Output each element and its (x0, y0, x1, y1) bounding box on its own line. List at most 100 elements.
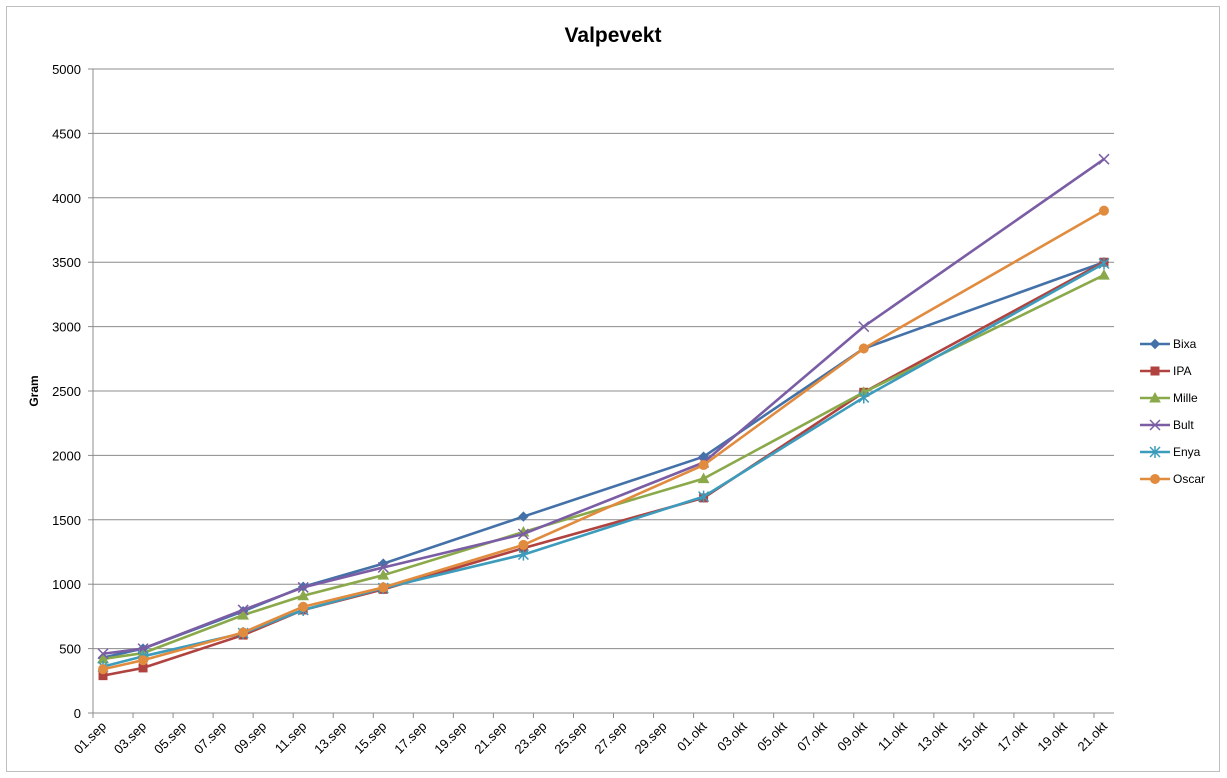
legend-label: Oscar (1173, 472, 1205, 486)
x-tick-label-09.sep: 09.sep (231, 719, 269, 757)
data-point-oscar (698, 460, 709, 471)
data-point-mille (297, 589, 310, 601)
legend: Bixa IPA Mille Bult Enya Oscar (1140, 337, 1205, 486)
legend-label: Bult (1173, 418, 1194, 432)
data-point-oscar (298, 601, 309, 612)
y-tick-label-2500: 2500 (52, 384, 81, 399)
data-point-bult (517, 528, 529, 540)
series-enya (97, 257, 1110, 673)
x-tick-label-17.okt: 17.okt (994, 718, 1030, 754)
y-tick-label-4000: 4000 (52, 191, 81, 206)
series-lines (97, 153, 1110, 681)
legend-item-bixa: Bixa (1140, 337, 1197, 351)
y-tick-label-500: 500 (59, 642, 81, 657)
x-tick-label-19.okt: 19.okt (1034, 718, 1070, 754)
data-point-bult (858, 321, 870, 333)
legend-item-oscar: Oscar (1140, 472, 1205, 486)
data-point-oscar (858, 343, 869, 354)
y-tick-label-5000: 5000 (52, 62, 81, 77)
x-tick-label-03.okt: 03.okt (714, 718, 750, 754)
legend-marker (1149, 338, 1161, 350)
series-bult (97, 153, 1110, 660)
x-tick-label-05.okt: 05.okt (754, 718, 790, 754)
y-tick-label-0: 0 (74, 706, 81, 721)
x-tick-label-17.sep: 17.sep (391, 719, 429, 757)
y-tick-label-3000: 3000 (52, 320, 81, 335)
data-point-mille (377, 569, 390, 580)
series-line-bult (102, 158, 1105, 656)
data-point-bult (377, 561, 389, 573)
series-mille (97, 269, 1110, 664)
data-point-bult (137, 643, 149, 655)
chart-area[interactable]: Valpevekt Gram 0 500 1000 1500 2000 2500 3000 3… (6, 6, 1220, 772)
data-point-oscar (1098, 205, 1109, 216)
data-point-bult (237, 604, 249, 616)
series-line-mille (102, 273, 1105, 661)
series-line-oscar (102, 209, 1105, 671)
legend-marker (1149, 446, 1161, 458)
legend-item-mille: Mille (1140, 391, 1198, 405)
x-tick-label-03.sep: 03.sep (111, 719, 149, 757)
data-point-oscar (138, 655, 149, 666)
x-tick-label-27.sep: 27.sep (591, 719, 629, 757)
x-axis-ticks: 01.sep 03.sep 05.sep 07.sep 09.sep 11.sep 13.s… (71, 713, 1110, 757)
x-tick-label-19.sep: 19.sep (431, 719, 469, 757)
x-tick-label-11.sep: 11.sep (272, 719, 310, 757)
data-point-oscar (238, 627, 249, 638)
data-point-bult (297, 581, 309, 593)
data-point-oscar (518, 539, 529, 550)
legend-item-enya: Enya (1140, 445, 1201, 459)
y-axis-label: Gram (27, 375, 41, 406)
legend-label: Bixa (1173, 337, 1197, 351)
x-tick-label-21.sep: 21.sep (471, 719, 509, 757)
data-point-oscar (98, 664, 109, 675)
x-tick-label-07.sep: 07.sep (191, 719, 229, 757)
x-tick-label-23.sep: 23.sep (511, 719, 549, 757)
legend-label: IPA (1173, 364, 1191, 378)
data-point-oscar (378, 582, 389, 593)
legend-marker (1150, 366, 1160, 376)
legend-marker (1149, 391, 1161, 403)
data-point-mille (1098, 269, 1110, 280)
gridlines (93, 68, 1114, 714)
chart-title: Valpevekt (565, 24, 662, 47)
series-line-ipa (102, 261, 1105, 677)
y-axis-ticks: 0 500 1000 1500 2000 2500 3000 3500 4000 4500 5000 (52, 62, 93, 721)
x-tick-label-09.okt: 09.okt (834, 718, 870, 754)
x-tick-label-11.okt: 11.okt (875, 718, 910, 753)
data-point-bixa (518, 511, 529, 522)
x-tick-label-13.sep: 13.sep (311, 719, 349, 757)
x-tick-label-29.sep: 29.sep (631, 719, 669, 757)
series-line-bixa (102, 260, 1105, 659)
x-tick-label-13.okt: 13.okt (914, 718, 950, 754)
data-point-bult (97, 648, 109, 660)
y-tick-label-3500: 3500 (52, 255, 81, 270)
series-oscar (98, 205, 1109, 675)
data-point-mille (697, 472, 710, 484)
x-tick-label-01.okt: 01.okt (674, 718, 710, 754)
y-tick-label-4500: 4500 (52, 126, 81, 141)
x-tick-label-15.okt: 15.okt (954, 718, 990, 754)
y-tick-label-1000: 1000 (52, 577, 81, 592)
legend-label: Enya (1173, 445, 1201, 459)
legend-marker (1149, 419, 1161, 431)
data-point-enya (1098, 257, 1110, 270)
data-point-mille (237, 609, 249, 620)
series-ipa (98, 257, 1109, 681)
line-chart: Valpevekt Gram 0 500 1000 1500 2000 2500 3000 3… (27, 24, 1205, 757)
data-point-enya (858, 391, 870, 404)
x-tick-label-05.sep: 05.sep (151, 719, 189, 757)
legend-marker (1150, 474, 1160, 484)
legend-label: Mille (1173, 391, 1198, 405)
x-tick-label-21.okt: 21.okt (1074, 718, 1110, 754)
x-tick-label-15.sep: 15.sep (351, 719, 389, 757)
x-tick-label-07.okt: 07.okt (794, 718, 830, 754)
data-point-bult (1098, 153, 1110, 165)
y-tick-label-2000: 2000 (52, 448, 81, 463)
y-tick-label-1500: 1500 (52, 513, 81, 528)
x-tick-label-01.sep: 01.sep (71, 719, 109, 757)
data-point-enya (517, 548, 529, 561)
data-point-enya (698, 490, 710, 503)
legend-item-bult: Bult (1140, 418, 1194, 432)
